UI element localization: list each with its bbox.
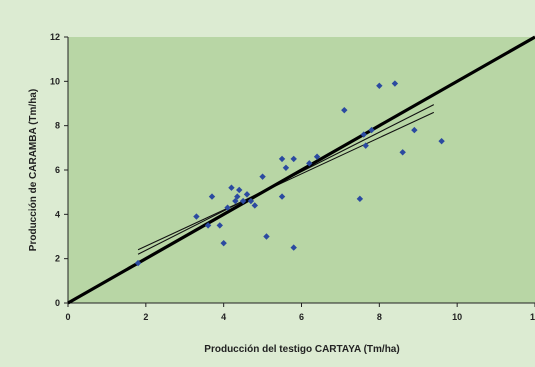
x-tick-label: 4	[221, 312, 226, 322]
x-axis-label: Producción del testigo CARTAYA (Tm/ha)	[204, 344, 399, 355]
x-tick-label: 0	[65, 312, 70, 322]
data-point	[216, 222, 223, 229]
x-tick-label: 12	[530, 312, 535, 322]
data-point	[220, 239, 227, 247]
data-point	[247, 197, 255, 205]
data-point	[208, 193, 216, 200]
y-tick-label: 8	[55, 121, 60, 131]
data-point	[224, 204, 231, 211]
data-point	[399, 149, 406, 156]
data-point	[362, 142, 369, 149]
data-point	[239, 197, 247, 205]
y-tick-label: 10	[50, 76, 60, 86]
data-point	[391, 80, 399, 87]
data-point	[356, 195, 364, 203]
data-point	[376, 82, 383, 89]
y-tick-label: 12	[50, 32, 60, 42]
data-point	[251, 202, 258, 209]
y-tick-label: 4	[55, 209, 60, 219]
data-point	[368, 126, 375, 134]
y-tick-label: 6	[55, 165, 60, 175]
data-point	[193, 213, 200, 220]
y-tick-label: 2	[55, 254, 60, 264]
reference-line-1to1	[67, 35, 535, 305]
x-tick-label: 10	[452, 312, 462, 322]
data-point	[290, 244, 297, 251]
data-point	[204, 222, 212, 229]
data-point	[234, 193, 241, 200]
data-point	[360, 131, 367, 138]
data-point	[411, 126, 418, 134]
data-point	[236, 186, 243, 194]
y-axis-label: Producción de CARAMBA (Tm/ha)	[28, 89, 39, 251]
data-point	[228, 184, 235, 191]
data-point	[263, 233, 270, 240]
data-point	[306, 160, 313, 167]
data-point	[438, 137, 445, 145]
data-point	[341, 106, 348, 114]
data-point	[278, 155, 286, 163]
x-tick-label: 8	[377, 312, 382, 322]
data-point	[290, 155, 297, 163]
x-tick-label: 2	[143, 312, 148, 322]
data-point	[243, 191, 251, 198]
data-point	[282, 164, 290, 171]
data-point	[259, 173, 266, 180]
data-point	[313, 153, 321, 160]
regression-line	[137, 111, 435, 251]
data-point	[278, 193, 286, 200]
y-tick-label: 0	[55, 298, 60, 308]
x-tick-label: 6	[299, 312, 304, 322]
data-point	[134, 259, 142, 267]
